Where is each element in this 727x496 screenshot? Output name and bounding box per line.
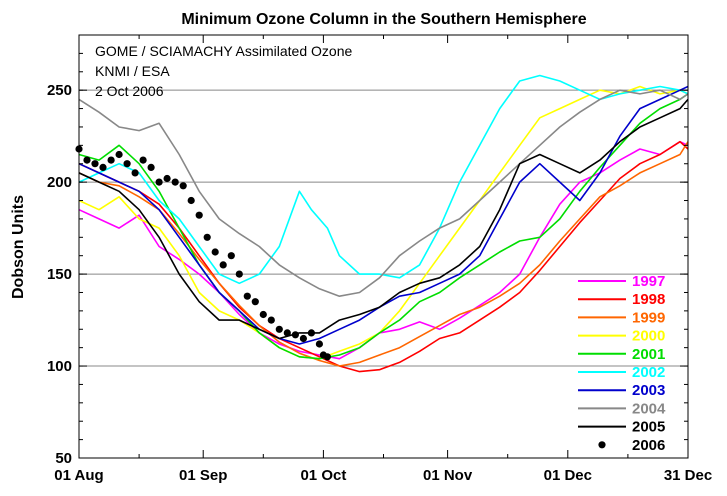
- y-tick-label: 100: [47, 358, 72, 375]
- point-2006: [91, 160, 99, 168]
- point-2006: [291, 331, 299, 339]
- point-2006: [299, 334, 307, 343]
- x-tick-label: 01 Nov: [423, 467, 473, 484]
- y-tick-label: 200: [47, 174, 72, 191]
- legend-label-2001: 2001: [632, 346, 665, 363]
- annotation-institution: KNMI / ESA: [95, 63, 170, 79]
- x-tick-label: 01 Dec: [544, 467, 592, 484]
- point-2006: [99, 163, 107, 171]
- point-2006: [251, 298, 259, 306]
- series-line-2003: [78, 85, 689, 345]
- legend-swatch-2006: [598, 441, 606, 449]
- point-2006: [147, 163, 155, 171]
- y-tick-label: 250: [47, 82, 72, 99]
- point-2006: [131, 169, 139, 177]
- x-tick-label: 31 Dec: [664, 467, 712, 484]
- series-line-2000: [78, 85, 689, 360]
- legend-label-2005: 2005: [632, 419, 665, 436]
- legend-label-2000: 2000: [632, 328, 665, 345]
- gridlines: [79, 89, 688, 367]
- y-tick-label: 50: [55, 450, 72, 467]
- point-2006: [275, 325, 283, 333]
- point-2006: [203, 233, 211, 241]
- point-2006: [267, 316, 275, 324]
- x-tick-label: 01 Aug: [54, 467, 103, 484]
- point-2006: [83, 156, 91, 164]
- point-2006: [155, 178, 163, 186]
- legend-label-2002: 2002: [632, 364, 665, 381]
- point-2006: [283, 329, 291, 337]
- series-line-2004: [78, 89, 689, 298]
- point-2006: [163, 174, 171, 183]
- point-2006: [107, 156, 115, 164]
- series-line-1997: [78, 140, 689, 360]
- legend-label-1999: 1999: [632, 309, 665, 326]
- legend-label-2004: 2004: [632, 400, 666, 417]
- x-tick-label: 01 Oct: [300, 467, 346, 484]
- point-2006: [115, 150, 123, 159]
- axis-ticks: 50 100 150 200 250 01 Aug 01 Sep 01 Oct 01 Nov 01…: [47, 34, 712, 484]
- point-2006: [187, 196, 195, 205]
- y-tick-label: 150: [47, 266, 72, 283]
- point-2006: [235, 270, 243, 278]
- series-line-1999: [78, 141, 689, 367]
- legend-label-2003: 2003: [632, 382, 665, 399]
- chart-title: Minimum Ozone Column in the Southern Hem…: [181, 11, 586, 28]
- series-2006-points: [75, 145, 331, 361]
- point-2006: [171, 178, 179, 186]
- y-axis-label: Dobson Units: [10, 195, 27, 299]
- annotation-date: 2 Oct 2006: [95, 83, 164, 99]
- series-line-2005: [78, 98, 689, 340]
- annotation-source: GOME / SCIAMACHY Assimilated Ozone: [95, 43, 352, 59]
- point-2006: [227, 252, 235, 260]
- point-2006: [243, 292, 251, 300]
- series-line-2001: [78, 93, 689, 360]
- point-2006: [123, 160, 131, 168]
- point-2006: [195, 211, 203, 219]
- legend-label-1998: 1998: [632, 291, 665, 308]
- point-2006: [259, 310, 267, 319]
- legend-label-2006: 2006: [632, 437, 665, 454]
- point-2006: [139, 156, 147, 164]
- point-2006: [315, 340, 323, 348]
- point-2006: [179, 182, 187, 190]
- point-2006: [211, 248, 219, 256]
- x-tick-label: 01 Sep: [179, 467, 227, 484]
- point-2006: [307, 329, 315, 337]
- series-lines: [78, 74, 689, 373]
- series-line-2002: [78, 74, 689, 285]
- point-2006: [323, 353, 331, 361]
- point-2006: [219, 261, 227, 269]
- legend-label-1997: 1997: [632, 273, 665, 290]
